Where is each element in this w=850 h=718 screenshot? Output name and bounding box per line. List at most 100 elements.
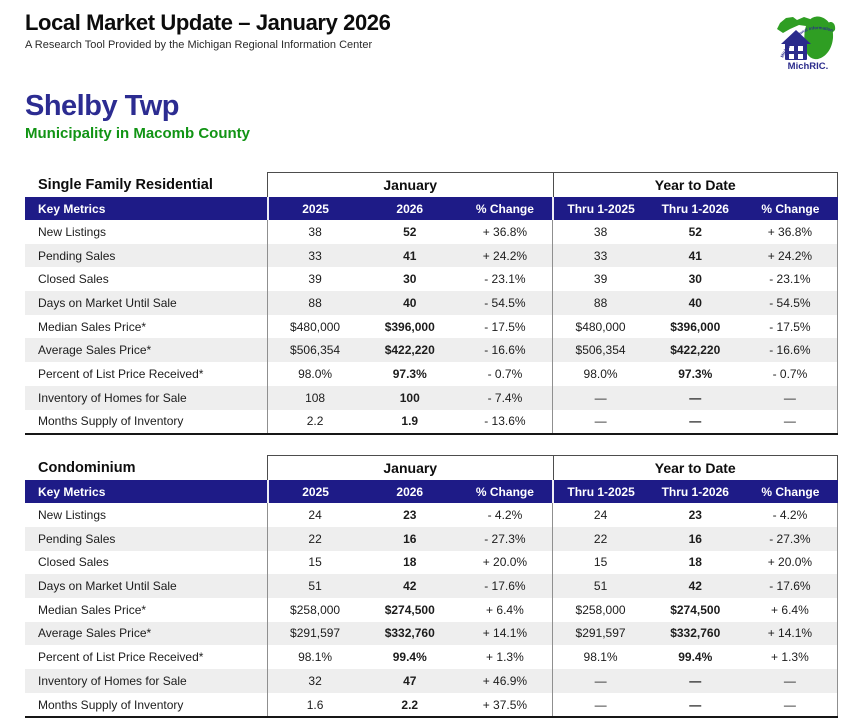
cell-value: 97.3%	[392, 366, 427, 381]
column-header: % Change	[475, 201, 534, 216]
cell-value: 42	[688, 579, 702, 594]
cell-value: —	[552, 409, 647, 434]
cell-value: 23	[688, 508, 702, 523]
cell-value: —	[689, 697, 702, 712]
cell-value: - 7.4%	[487, 390, 523, 405]
cell-value: —	[552, 692, 647, 717]
cell-value: 40	[688, 295, 702, 310]
report-subtitle: A Research Tool Provided by the Michigan…	[25, 39, 373, 51]
key-metrics-row: Key Metrics 2025 2026 % Change Thru 1-2025 Th…	[25, 480, 838, 504]
cell-value: $332,760	[384, 626, 435, 641]
logo-wordmark: MichRIC.	[788, 61, 829, 72]
cell-value: 2.2	[401, 697, 419, 712]
cell-value: - 54.5%	[484, 295, 526, 310]
cell-value: - 54.5%	[743, 291, 838, 315]
cell-value: - 0.7%	[487, 366, 523, 381]
row-label: Median Sales Price*	[38, 602, 147, 617]
cell-value: 42	[403, 579, 417, 594]
table-row: Days on Market Until Sale 88 40 - 54.5% 88 40…	[25, 291, 838, 315]
cell-value: + 20.0%	[482, 555, 528, 570]
cell-value: - 13.6%	[484, 414, 526, 429]
row-label: Days on Market Until Sale	[38, 295, 177, 310]
cell-value: 99.4%	[678, 650, 713, 665]
cell-value: $274,500	[384, 602, 435, 617]
cell-value: 18	[403, 555, 417, 570]
table-row: Inventory of Homes for Sale 108 100 - 7.4% —…	[25, 385, 838, 410]
table-row: Closed Sales 39 30 - 23.1% 39 30 - 23.1%	[25, 267, 838, 292]
cell-value: 32	[267, 669, 362, 693]
location-subtitle: Municipality in Macomb County	[25, 125, 251, 142]
cell-value: 23	[403, 508, 417, 523]
cell-value: $396,000	[670, 319, 721, 334]
row-label: Percent of List Price Received*	[38, 650, 204, 665]
cell-value: $422,220	[384, 343, 435, 358]
cell-value: - 27.3%	[484, 531, 526, 546]
row-label: Closed Sales	[38, 272, 109, 287]
cell-value: - 4.2%	[743, 503, 838, 527]
cell-value: 15	[552, 550, 647, 575]
cell-value: + 37.5%	[482, 697, 528, 712]
cell-value: + 36.8%	[743, 220, 838, 244]
cell-value: $396,000	[384, 319, 435, 334]
table-row: Average Sales Price* $291,597 $332,760 + 14…	[25, 621, 838, 646]
cell-value: 24	[267, 503, 362, 527]
cell-value: $480,000	[267, 314, 362, 339]
cell-value: $506,354	[267, 338, 362, 363]
cell-value: 98.0%	[552, 362, 647, 386]
cell-value: - 4.2%	[487, 508, 523, 523]
column-header: % Change	[475, 484, 534, 499]
row-label: New Listings	[38, 224, 107, 239]
cell-value: 30	[403, 272, 417, 287]
table-row: Months Supply of Inventory 2.2 1.9 - 13.6% —…	[25, 409, 838, 434]
row-label: Inventory of Homes for Sale	[38, 673, 187, 688]
cell-value: + 46.9%	[482, 673, 528, 688]
cell-value: - 16.6%	[743, 338, 838, 363]
cell-value: 39	[267, 267, 362, 292]
group-header-january: January	[267, 172, 553, 197]
cell-value: 38	[267, 220, 362, 244]
row-label: Months Supply of Inventory	[38, 697, 184, 712]
cell-value: 22	[552, 526, 647, 551]
report-header: Local Market Update – January 2026 A Res…	[25, 2, 838, 76]
cell-value: 97.3%	[678, 366, 713, 381]
column-header: % Change	[761, 201, 820, 216]
row-label: Median Sales Price*	[38, 319, 147, 334]
table-row: New Listings 38 52 + 36.8% 38 52 + 36.8%	[25, 220, 838, 244]
row-label: Average Sales Price*	[38, 626, 152, 641]
cell-value: + 24.2%	[482, 248, 528, 263]
cell-value: + 36.8%	[482, 224, 528, 239]
row-label: Percent of List Price Received*	[38, 366, 204, 381]
cell-value: 39	[552, 267, 647, 292]
cell-value: 88	[552, 291, 647, 315]
cell-value: 100	[399, 390, 420, 405]
cell-value: $258,000	[552, 597, 647, 622]
table-title: Single Family Residential	[38, 176, 213, 193]
cell-value: 24	[552, 503, 647, 527]
cell-value: 88	[267, 291, 362, 315]
michric-logo-icon: Michigan Regional Information Center Mic…	[774, 2, 838, 72]
cell-value: 30	[688, 272, 702, 287]
cell-value: 15	[267, 550, 362, 575]
cell-value: - 27.3%	[743, 526, 838, 551]
cell-value: 98.0%	[267, 362, 362, 386]
table-row: Percent of List Price Received* 98.1% 99.4…	[25, 645, 838, 669]
cell-value: $332,760	[670, 626, 721, 641]
column-header: Thru 1-2026	[661, 201, 729, 216]
row-label: Months Supply of Inventory	[38, 414, 184, 429]
cell-value: 33	[552, 243, 647, 268]
cell-value: - 17.5%	[743, 314, 838, 339]
location-name: Shelby Twp	[25, 90, 179, 122]
cell-value: - 23.1%	[484, 272, 526, 287]
column-header: % Change	[761, 484, 820, 499]
cell-value: - 17.5%	[484, 319, 526, 334]
cell-value: + 6.4%	[486, 602, 524, 617]
cell-value: $274,500	[670, 602, 721, 617]
cell-value: $506,354	[552, 338, 647, 363]
cell-value: 16	[403, 531, 417, 546]
cell-value: —	[552, 385, 647, 410]
cell-value: + 1.3%	[486, 650, 524, 665]
cell-value: $480,000	[552, 314, 647, 339]
cell-value: + 14.1%	[743, 621, 838, 646]
cell-value: 41	[688, 248, 702, 263]
cell-value: —	[689, 673, 702, 688]
